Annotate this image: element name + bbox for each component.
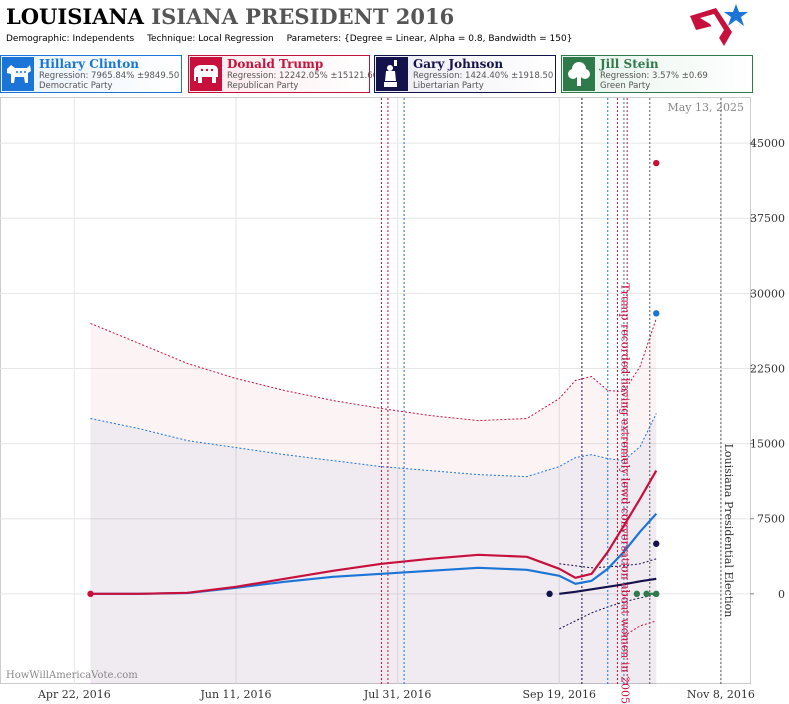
x-tick-label: Jun 11, 2016 — [199, 688, 271, 701]
upper-bound-trump — [90, 318, 657, 422]
regression-line-trump — [90, 470, 658, 595]
candidate-regression: Regression: 1424.40% ±1918.50 — [413, 71, 554, 81]
data-point — [633, 590, 641, 598]
candidate-party: Green Party — [600, 81, 651, 91]
x-tick-label: Nov 8, 2016 — [687, 688, 755, 701]
data-point — [546, 590, 553, 598]
parameters-label: Parameters: — [286, 34, 342, 44]
candidate-regression: Regression: 7965.84% ±9849.50 — [39, 71, 180, 81]
y-tick-label: 0 — [778, 588, 785, 601]
event-annotation: Trump recorded having extremely lewd con… — [619, 283, 632, 704]
statue-of-liberty-icon — [376, 57, 408, 91]
candidate-party: Libertarian Party — [413, 81, 484, 91]
elephant-icon — [190, 57, 222, 91]
watermark: HowWillAmericaVote.com — [6, 670, 138, 681]
candidate-regression: Regression: 3.57% ±0.69 — [600, 71, 708, 81]
confidence-band-clinton — [90, 413, 657, 684]
plot-frame — [0, 97, 751, 684]
y-tick-label: 30000 — [750, 287, 785, 300]
candidate-name: Donald Trump — [227, 57, 324, 71]
title-main: LOUISIANA — [6, 4, 144, 29]
y-tick-label: 45000 — [750, 137, 785, 150]
upper-bound-clinton — [90, 413, 657, 478]
x-tick-label: Apr 22, 2016 — [37, 688, 111, 701]
donkey-icon — [2, 57, 34, 91]
candidate-party: Democratic Party — [39, 81, 113, 91]
candidate-regression: Regression: 12242.05% ±15121.66 — [227, 71, 379, 81]
data-point — [87, 590, 94, 598]
event-annotation: Louisiana Presidential Election — [722, 444, 735, 618]
candidate-name: Hillary Clinton — [39, 57, 139, 71]
demographic-value: Independents — [72, 34, 135, 44]
title-rest: ISIANA PRESIDENT 2016 — [151, 4, 455, 29]
x-tick-label: Jul 31, 2016 — [363, 688, 432, 701]
data-point — [653, 310, 660, 317]
y-tick-label: 37500 — [750, 212, 785, 225]
data-point — [653, 540, 660, 547]
x-tick-label: Sep 19, 2016 — [522, 688, 596, 701]
technique-value: Local Regression — [198, 34, 274, 44]
demographic-label: Demographic: — [6, 34, 70, 44]
site-logo-icon — [690, 4, 748, 46]
candidate-name: Gary Johnson — [413, 57, 504, 71]
candidate-card-clinton: Hillary Clinton Regression: 7965.84% ±98… — [0, 55, 182, 93]
technique-label: Technique: — [147, 34, 196, 44]
candidate-party: Republican Party — [227, 81, 299, 91]
chart-meta: Demographic: Independents Technique: Loc… — [6, 34, 572, 44]
chart-header: LOUISIANA ISIANA PRESIDENT 2016 Demograp… — [0, 0, 789, 50]
data-point — [653, 159, 660, 167]
parameters-value: {Degree = Linear, Alpha = 0.8, Bandwidth… — [344, 34, 573, 44]
y-tick-label: 22500 — [750, 362, 785, 375]
regression-line-johnson — [559, 577, 657, 595]
candidate-card-trump: Donald Trump Regression: 12242.05% ±1512… — [188, 55, 378, 93]
data-point — [653, 590, 660, 598]
candidate-legend: Hillary Clinton Regression: 7965.84% ±98… — [0, 55, 789, 93]
tree-icon — [563, 57, 595, 91]
date-label: May 13, 2025 — [667, 101, 744, 114]
confidence-band-trump — [90, 318, 657, 684]
y-tick-label: 7500 — [757, 513, 785, 526]
data-point — [643, 590, 650, 598]
candidate-card-johnson: Gary Johnson Regression: 1424.40% ±1918.… — [374, 55, 556, 93]
candidate-card-stein: Jill Stein Regression: 3.57% ±0.69 Green… — [561, 55, 753, 93]
y-tick-label: 15000 — [750, 438, 785, 451]
candidate-name: Jill Stein — [600, 57, 659, 71]
chart-title: LOUISIANA ISIANA PRESIDENT 2016 — [6, 4, 454, 29]
